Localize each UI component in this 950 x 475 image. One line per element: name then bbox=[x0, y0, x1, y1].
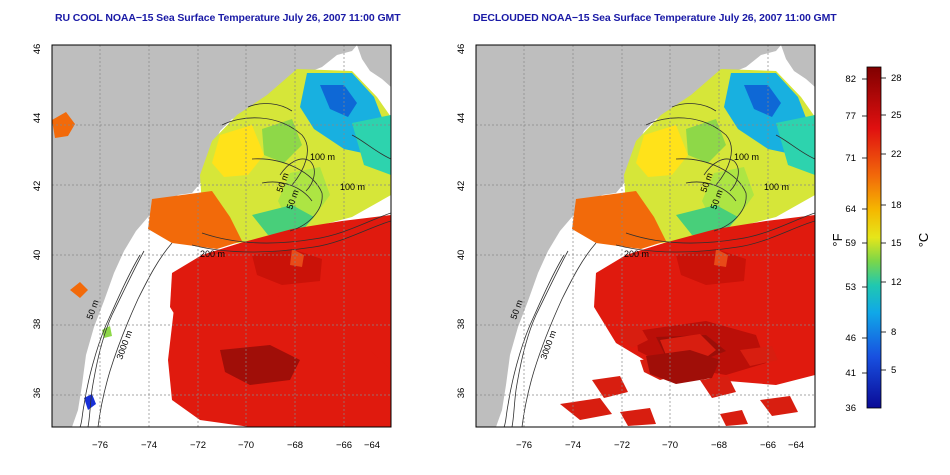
left-y-tick: 38 bbox=[32, 319, 43, 330]
c-tick: 18 bbox=[891, 200, 902, 211]
c-tick: 28 bbox=[891, 73, 902, 84]
colorbar-gradient bbox=[866, 66, 882, 409]
left-y-tick: 46 bbox=[32, 44, 43, 55]
left-y-tick: 36 bbox=[32, 388, 43, 399]
right-x-tick: −70 bbox=[662, 440, 678, 451]
colorbar-fahrenheit-label: °F bbox=[830, 233, 845, 246]
right-contour-label-2: 100 m bbox=[764, 182, 789, 192]
left-y-tick: 40 bbox=[32, 250, 43, 261]
left-x-axis: −76 −74 −72 −70 −68 −66 −64 bbox=[92, 440, 380, 451]
right-y-tick: 36 bbox=[456, 388, 467, 399]
right-y-tick: 44 bbox=[456, 113, 467, 124]
left-contour-label-5: 200 m bbox=[200, 249, 225, 259]
f-tick: 64 bbox=[845, 204, 856, 215]
left-y-tick: 42 bbox=[32, 181, 43, 192]
f-tick: 41 bbox=[845, 368, 856, 379]
left-map: 100 m 50 m 100 m 50 m 200 m 50 m 3000 m … bbox=[32, 44, 392, 451]
right-contour-label-5: 200 m bbox=[624, 249, 649, 259]
colorbar: 82 77 71 64 59 53 46 41 36 bbox=[830, 66, 931, 414]
left-map-title: RU COOL NOAA−15 Sea Surface Temperature … bbox=[55, 12, 401, 24]
right-x-axis: −76 −74 −72 −70 −68 −66 −64 bbox=[516, 440, 804, 451]
left-contour-label-3: 100 m bbox=[340, 182, 365, 192]
f-tick: 59 bbox=[845, 238, 856, 249]
colorbar-celsius-ticks: 28 25 22 18 15 12 8 5 bbox=[891, 73, 902, 376]
right-x-tick: −72 bbox=[614, 440, 630, 451]
right-x-tick: −68 bbox=[711, 440, 727, 451]
right-x-tick: −66 bbox=[760, 440, 776, 451]
colorbar-fahrenheit-ticks: 82 77 71 64 59 53 46 41 36 bbox=[845, 74, 856, 414]
left-x-tick: −64 bbox=[364, 440, 380, 451]
left-x-tick: −66 bbox=[336, 440, 352, 451]
left-x-tick: −76 bbox=[92, 440, 108, 451]
right-map-frame bbox=[475, 44, 816, 428]
left-y-tick: 44 bbox=[32, 113, 43, 124]
f-tick: 77 bbox=[845, 111, 856, 122]
right-map: 100 m 100 m 50 m 50 m 200 m 50 m 3000 m … bbox=[456, 44, 816, 451]
f-tick: 46 bbox=[845, 333, 856, 344]
colorbar-celsius-label: °C bbox=[916, 233, 931, 248]
left-y-axis: 46 44 42 40 38 36 bbox=[32, 44, 43, 399]
left-x-tick: −68 bbox=[287, 440, 303, 451]
right-x-tick: −64 bbox=[788, 440, 804, 451]
left-contour-label-1: 100 m bbox=[310, 152, 335, 162]
right-x-tick: −74 bbox=[565, 440, 581, 451]
right-x-tick: −76 bbox=[516, 440, 532, 451]
right-y-tick: 42 bbox=[456, 181, 467, 192]
left-map-sst-west bbox=[52, 112, 75, 138]
right-map-title: DECLOUDED NOAA−15 Sea Surface Temperatur… bbox=[473, 12, 837, 24]
right-map-sst-deep bbox=[646, 350, 720, 384]
left-x-tick: −74 bbox=[141, 440, 157, 451]
left-map-frame bbox=[51, 44, 392, 428]
left-x-tick: −70 bbox=[238, 440, 254, 451]
right-y-tick: 46 bbox=[456, 44, 467, 55]
c-tick: 25 bbox=[891, 110, 902, 121]
right-y-axis: 46 44 42 40 38 36 bbox=[456, 44, 467, 399]
left-map-sst-patch bbox=[70, 282, 88, 298]
right-y-tick: 38 bbox=[456, 319, 467, 330]
c-tick: 5 bbox=[891, 365, 896, 376]
c-tick: 12 bbox=[891, 277, 902, 288]
left-map-sst-deep bbox=[220, 345, 300, 385]
c-tick: 8 bbox=[891, 327, 896, 338]
colorbar-ticks bbox=[862, 77, 886, 374]
left-map-sst-cold-patch bbox=[84, 394, 96, 410]
right-contour-label-1: 100 m bbox=[734, 152, 759, 162]
f-tick: 71 bbox=[845, 153, 856, 164]
right-y-tick: 40 bbox=[456, 250, 467, 261]
left-x-tick: −72 bbox=[190, 440, 206, 451]
c-tick: 22 bbox=[891, 149, 902, 160]
c-tick: 15 bbox=[891, 238, 902, 249]
f-tick: 53 bbox=[845, 282, 856, 293]
f-tick: 36 bbox=[845, 403, 856, 414]
f-tick: 82 bbox=[845, 74, 856, 85]
